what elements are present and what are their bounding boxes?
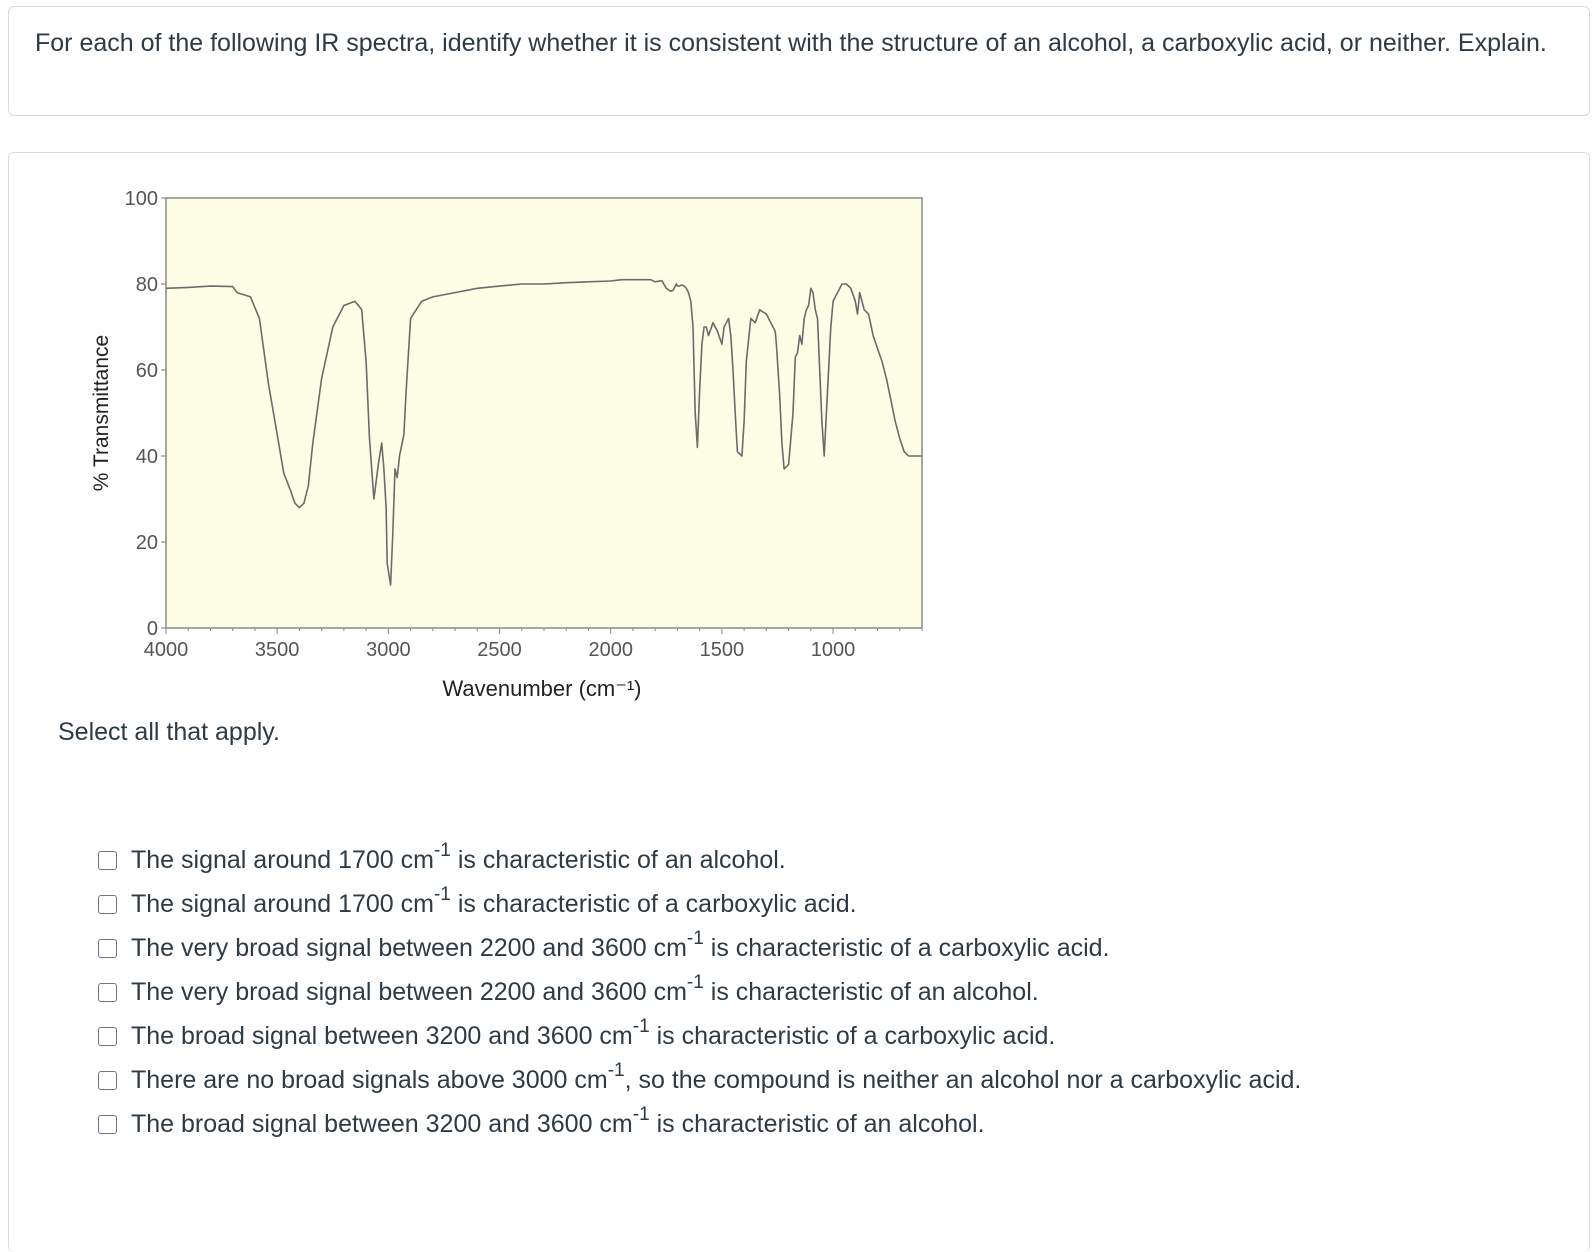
ir-spectrum-chart: 0 20 40 60 80 100 4000 3500 3000 2500 2000 1500 100…: [90, 188, 923, 701]
prompt-card: For each of the following IR spectra, id…: [8, 6, 1590, 116]
spectrum-line: [165, 278, 922, 586]
x-tick-label: 4000: [144, 639, 189, 661]
y-tick-label: 40: [136, 446, 158, 468]
answer-choice[interactable]: The very broad signal between 2200 and 3…: [98, 926, 1301, 970]
answer-choices: The signal around 1700 cm-1 is character…: [98, 838, 1301, 1146]
x-tick-label: 2500: [477, 639, 522, 661]
choice-checkbox[interactable]: [98, 938, 117, 958]
plot-area: [165, 197, 923, 629]
y-tick-label: 60: [136, 360, 158, 382]
choice-label: The broad signal between 3200 and 3600 c…: [131, 1104, 985, 1138]
y-tick-label: 80: [136, 274, 158, 296]
choice-label: The signal around 1700 cm-1 is character…: [131, 884, 857, 918]
choice-checkbox[interactable]: [98, 850, 117, 870]
x-tick-label: 1500: [700, 639, 745, 661]
answer-choice[interactable]: There are no broad signals above 3000 cm…: [98, 1058, 1301, 1102]
y-axis-label: % Transmittance: [90, 335, 113, 491]
answer-choice[interactable]: The broad signal between 3200 and 3600 c…: [98, 1102, 1301, 1146]
answer-choice[interactable]: The signal around 1700 cm-1 is character…: [98, 882, 1301, 926]
choice-checkbox[interactable]: [98, 1114, 117, 1134]
choice-checkbox[interactable]: [98, 982, 117, 1002]
y-tick-label: 20: [136, 532, 158, 554]
x-tick-label: 3000: [366, 639, 411, 661]
choice-checkbox[interactable]: [98, 894, 117, 914]
question-prompt: For each of the following IR spectra, id…: [35, 29, 1547, 57]
answer-choice[interactable]: The broad signal between 3200 and 3600 c…: [98, 1014, 1301, 1058]
choice-checkbox[interactable]: [98, 1026, 117, 1046]
y-axis: 0 20 40 60 80 100: [125, 188, 166, 640]
instruction-text: Select all that apply.: [58, 718, 280, 746]
answer-choice[interactable]: The signal around 1700 cm-1 is character…: [98, 838, 1301, 882]
x-axis: 4000 3500 3000 2500 2000 1500 1000: [144, 628, 923, 661]
choice-label: The very broad signal between 2200 and 3…: [131, 972, 1039, 1006]
choice-label: There are no broad signals above 3000 cm…: [131, 1060, 1302, 1094]
choice-label: The very broad signal between 2200 and 3…: [131, 928, 1110, 962]
choice-checkbox[interactable]: [98, 1070, 117, 1090]
x-axis-label: Wavenumber (cm⁻¹): [442, 676, 641, 701]
x-tick-label: 1000: [811, 639, 856, 661]
y-tick-label: 100: [125, 188, 158, 210]
answer-choice[interactable]: The very broad signal between 2200 and 3…: [98, 970, 1301, 1014]
choice-label: The broad signal between 3200 and 3600 c…: [131, 1016, 1056, 1050]
y-tick-label: 0: [147, 618, 158, 640]
x-tick-label: 2000: [588, 639, 633, 661]
x-tick-label: 3500: [255, 639, 299, 661]
choice-label: The signal around 1700 cm-1 is character…: [131, 840, 786, 874]
